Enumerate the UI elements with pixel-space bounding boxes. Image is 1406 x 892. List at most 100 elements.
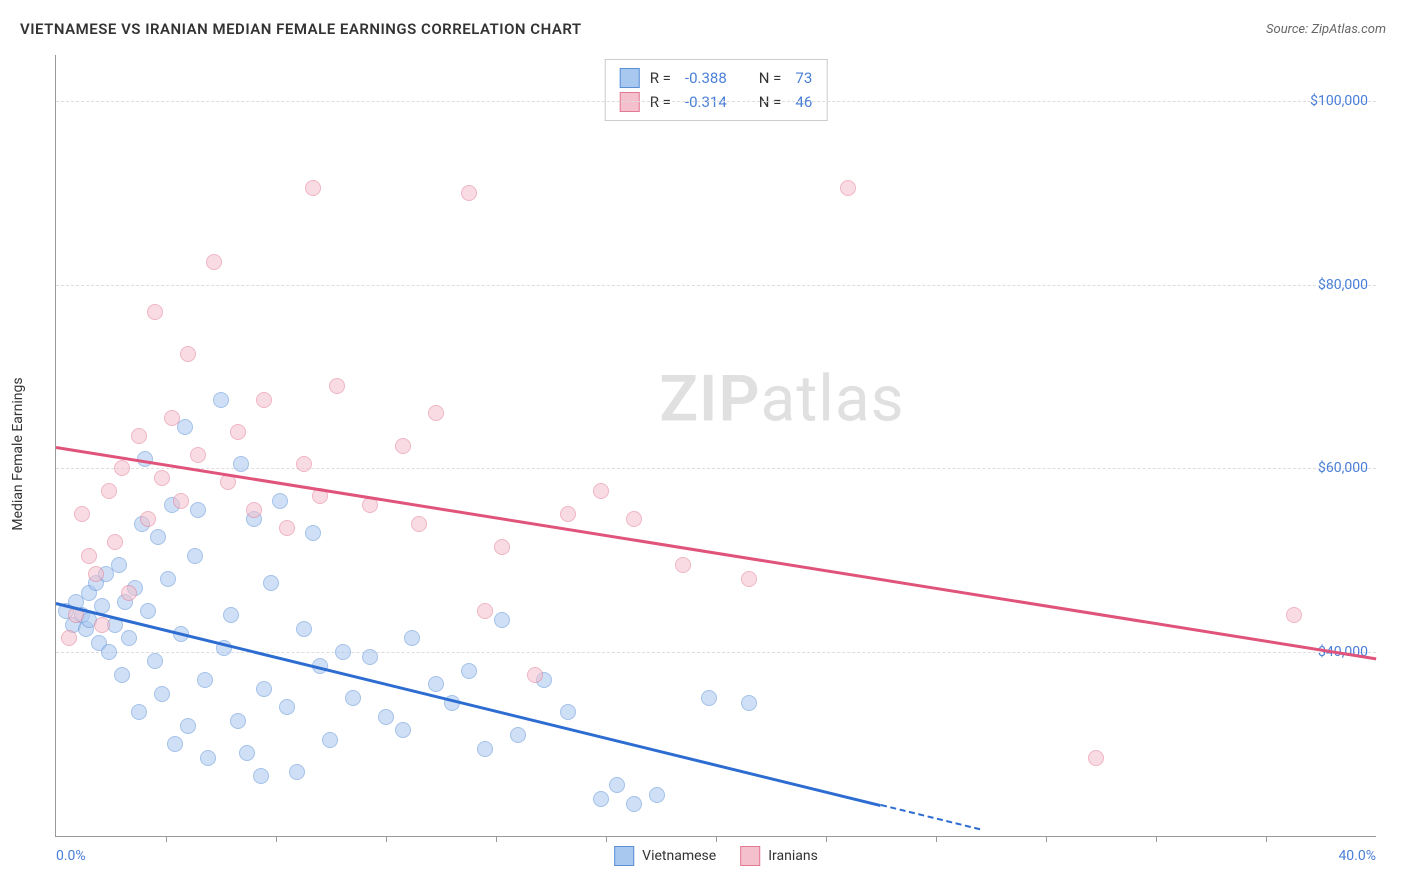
scatter-point [741,695,757,711]
watermark: ZIPatlas [659,361,904,436]
scatter-point [289,764,305,780]
scatter-point [345,690,361,706]
scatter-point [154,470,170,486]
r-value-vietnamese: -0.388 [685,66,727,90]
scatter-point [197,672,213,688]
r-label: R = [650,90,671,114]
chart-title: VIETNAMESE VS IRANIAN MEDIAN FEMALE EARN… [20,20,582,38]
scatter-point [1088,750,1104,766]
scatter-point [1286,607,1302,623]
y-tick-label: $60,000 [1318,460,1368,476]
scatter-point [74,506,90,522]
scatter-plot: ZIPatlas R = -0.388 N = 73 R = -0.314 N … [55,55,1376,837]
r-value-iranians: -0.314 [685,90,727,114]
scatter-point [560,704,576,720]
scatter-point [107,534,123,550]
swatch-iranians [620,92,640,112]
scatter-point [173,493,189,509]
scatter-point [362,649,378,665]
scatter-point [114,667,130,683]
scatter-point [131,428,147,444]
scatter-point [230,424,246,440]
n-value-vietnamese: 73 [795,66,812,90]
y-tick-label: $80,000 [1318,277,1368,293]
x-tick-mark [716,836,717,842]
x-tick-mark [606,836,607,842]
gridline [56,285,1376,286]
gridline [56,468,1376,469]
scatter-point [263,575,279,591]
scatter-point [322,732,338,748]
scatter-point [378,709,394,725]
scatter-point [305,525,321,541]
scatter-point [272,493,288,509]
n-label: N = [759,90,782,114]
scatter-point [675,557,691,573]
x-tick-mark [1266,836,1267,842]
watermark-part2: atlas [761,361,905,436]
scatter-point [233,456,249,472]
scatter-point [279,699,295,715]
scatter-point [395,438,411,454]
n-value-iranians: 46 [795,90,812,114]
scatter-point [101,644,117,660]
scatter-point [88,566,104,582]
scatter-point [154,686,170,702]
scatter-point [121,630,137,646]
scatter-point [140,603,156,619]
scatter-point [101,483,117,499]
scatter-point [411,516,427,532]
x-tick-label: 40.0% [1338,848,1376,864]
y-axis-label: Median Female Earnings [10,377,26,530]
scatter-point [180,718,196,734]
legend-label-iranians: Iranians [768,848,818,864]
scatter-point [239,745,255,761]
scatter-point [177,419,193,435]
scatter-point [593,483,609,499]
scatter-point [167,736,183,752]
scatter-point [121,585,137,601]
scatter-point [305,180,321,196]
stats-row-vietnamese: R = -0.388 N = 73 [620,66,813,90]
scatter-point [494,539,510,555]
x-tick-mark [1046,836,1047,842]
scatter-point [649,787,665,803]
y-tick-label: $100,000 [1310,93,1368,109]
scatter-point [701,690,717,706]
n-label: N = [759,66,782,90]
scatter-point [94,617,110,633]
x-tick-mark [496,836,497,842]
scatter-point [296,621,312,637]
scatter-point [296,456,312,472]
scatter-point [140,511,156,527]
scatter-point [213,392,229,408]
x-tick-mark [386,836,387,842]
legend-item-vietnamese: Vietnamese [614,846,716,866]
scatter-point [395,722,411,738]
scatter-point [150,529,166,545]
legend-swatch-vietnamese [614,846,634,866]
trend-line [56,602,882,807]
scatter-point [81,548,97,564]
scatter-point [477,603,493,619]
r-label: R = [650,66,671,90]
chart-header: VIETNAMESE VS IRANIAN MEDIAN FEMALE EARN… [20,20,1386,38]
scatter-point [246,502,262,518]
chart-source: Source: ZipAtlas.com [1266,22,1386,37]
scatter-point [111,557,127,573]
scatter-point [223,607,239,623]
scatter-point [279,520,295,536]
trend-line-extrapolated [881,804,980,830]
scatter-point [230,713,246,729]
scatter-point [626,796,642,812]
x-tick-label: 0.0% [56,848,86,864]
legend-item-iranians: Iranians [740,846,818,866]
scatter-point [253,768,269,784]
x-tick-mark [936,836,937,842]
scatter-point [256,392,272,408]
scatter-point [428,405,444,421]
scatter-point [461,663,477,679]
scatter-point [527,667,543,683]
scatter-point [187,548,203,564]
scatter-point [206,254,222,270]
